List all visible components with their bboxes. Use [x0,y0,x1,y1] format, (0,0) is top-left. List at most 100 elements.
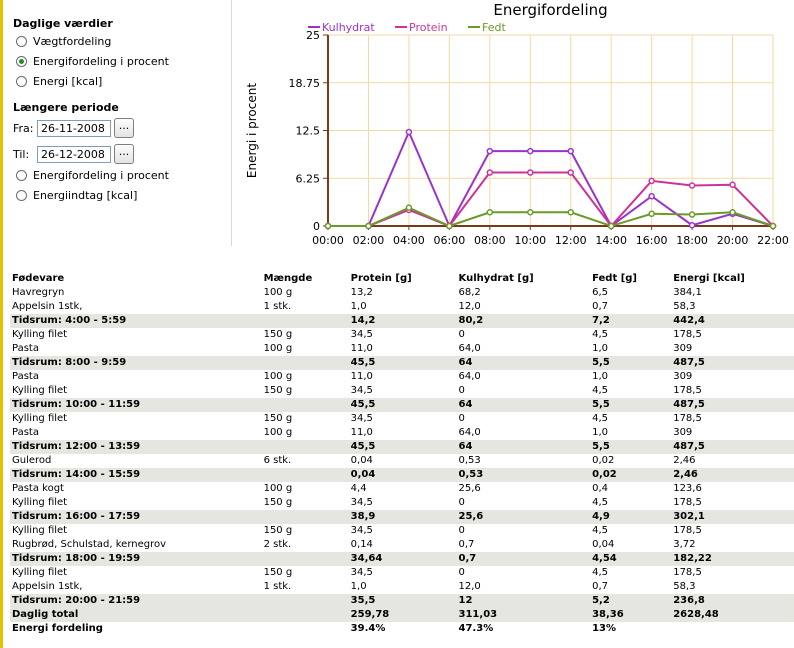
table-cell: Tidsrum: 12:00 - 13:59 [12,441,141,452]
table-cell: 487,5 [673,357,705,368]
x-tick-label: 06:00 [434,234,466,247]
table-cell [262,510,349,524]
to-date-picker-button[interactable]: ... [114,144,134,164]
table-cell: 1,0 [592,343,608,354]
table-cell: 68,2 [458,287,481,298]
table-cell: 0,02 [592,469,617,480]
radio-period-energy-percent[interactable]: Energifordeling i procent [16,169,169,182]
table-cell: 0,02 [592,455,615,466]
from-date-picker-button[interactable]: ... [114,118,134,138]
table-cell: 1 stk. [263,581,292,592]
table-cell: 2,46 [673,455,696,466]
table-cell: 45,5 [350,357,376,368]
table-cell: 0 [458,413,465,424]
table-cell: 2628,48 [673,609,719,620]
from-date-row: Fra: ... [13,118,134,138]
table-cell: Kylling filet [12,525,68,536]
table-cell: Energi fordeling [12,623,103,634]
table-row: Kylling filet 150 g 34,5 0 4,5 178,5 [10,566,794,580]
to-date-input[interactable] [37,145,111,163]
data-point-fedt [729,208,736,216]
accent-bar [0,0,3,648]
subtotal-row: Tidsrum: 14:00 - 15:59 0,04 0,53 0,02 2,46 [10,468,794,482]
data-point-kulhydrat [527,147,534,155]
table-cell: 259,78 [350,609,390,620]
x-tick-label: 02:00 [353,234,385,247]
table-cell: 2,46 [673,469,698,480]
table-cell: Daglig total [12,609,79,620]
table-cell: Tidsrum: 20:00 - 21:59 [12,595,141,606]
table-cell [262,356,349,370]
table-cell: 80,2 [458,315,484,326]
radio-label: Vægtfordeling [33,35,112,48]
from-date-input[interactable] [37,119,111,137]
table-cell: 11,0 [350,427,373,438]
table-cell: 0,53 [458,469,484,480]
table-row: Pasta 100 g 11,0 64,0 1,0 309 [10,426,794,440]
table-cell: Tidsrum: 4:00 - 5:59 [12,315,127,326]
data-point-fedt [527,208,534,216]
radio-icon[interactable] [16,36,27,47]
radio-weight-distribution[interactable]: Vægtfordeling [16,35,111,48]
table-cell: Pasta kogt [12,483,64,494]
table-cell: 442,4 [673,315,705,326]
table-cell: Kylling filet [12,497,68,508]
table-row: Pasta 100 g 11,0 64,0 1,0 309 [10,342,794,356]
col-header-carbs: Kulhydrat [g] [458,273,534,284]
table-cell: 0 [458,567,465,578]
table-cell: 302,1 [673,511,705,522]
radio-energy-percent[interactable]: Energifordeling i procent [16,55,169,68]
table-cell: 11,0 [350,371,373,382]
table-cell: 12 [458,595,473,606]
table-cell: 1,0 [592,427,608,438]
radio-label: Energi [kcal] [33,75,103,88]
table-cell: 45,5 [350,399,376,410]
radio-period-energy-intake[interactable]: Energiindtag [kcal] [16,189,137,202]
y-tick-label: 6.25 [296,172,321,185]
table-cell [262,398,349,412]
subtotal-row: Tidsrum: 16:00 - 17:59 38,9 25,6 4,9 302,1 [10,510,794,524]
data-point-fedt [769,222,777,230]
data-point-fedt [688,211,696,218]
table-cell: 13% [592,623,617,634]
table-cell: 34,5 [350,567,373,578]
legend-label-fedt: Fedt [482,21,506,34]
data-point-fedt [365,222,372,230]
table-row: Rugbrød, Schulstad, kernegrov 2 stk. 0,14 0… [10,538,794,552]
table-cell [262,622,349,636]
table-cell: 38,36 [592,609,624,620]
table-cell: 2 stk. [263,539,292,550]
table-cell: 47.3% [458,623,494,634]
longer-period-heading: Længere periode [13,101,119,114]
radio-icon[interactable] [16,170,27,181]
x-tick-label: 10:00 [514,234,546,247]
table-cell [262,608,349,622]
table-row: Pasta kogt 100 g 4,4 25,6 0,4 123,6 [10,482,794,496]
table-cell: 0,7 [458,539,475,550]
table-cell: Tidsrum: 18:00 - 19:59 [12,553,141,564]
table-cell: 1,0 [350,301,367,312]
table-cell: 13,2 [350,287,373,298]
table-cell: 35,5 [350,595,376,606]
table-cell: 14,2 [350,315,376,326]
table-cell [262,594,349,608]
table-cell: 178,5 [673,385,702,396]
x-tick-label: 14:00 [595,234,627,247]
data-point-fedt [648,210,655,218]
table-cell: 178,5 [673,329,702,340]
table-cell: 34,5 [350,329,373,340]
data-point-fedt [607,222,615,230]
data-point-fedt [405,204,413,211]
table-cell: 178,5 [673,497,702,508]
radio-icon[interactable] [16,76,27,87]
data-point-fedt [567,208,574,216]
table-cell: Appelsin 1stk, [12,301,83,312]
table-cell: 34,64 [350,553,383,564]
table-cell: 0,04 [592,539,615,550]
radio-icon-selected[interactable] [16,56,27,67]
table-header-row: Fødevare Mængde Protein [g] Kulhydrat [g… [10,272,794,286]
col-header-protein: Protein [g] [350,273,412,284]
radio-icon[interactable] [16,190,27,201]
radio-energy-kcal[interactable]: Energi [kcal] [16,75,102,88]
table-cell: 311,03 [458,609,498,620]
